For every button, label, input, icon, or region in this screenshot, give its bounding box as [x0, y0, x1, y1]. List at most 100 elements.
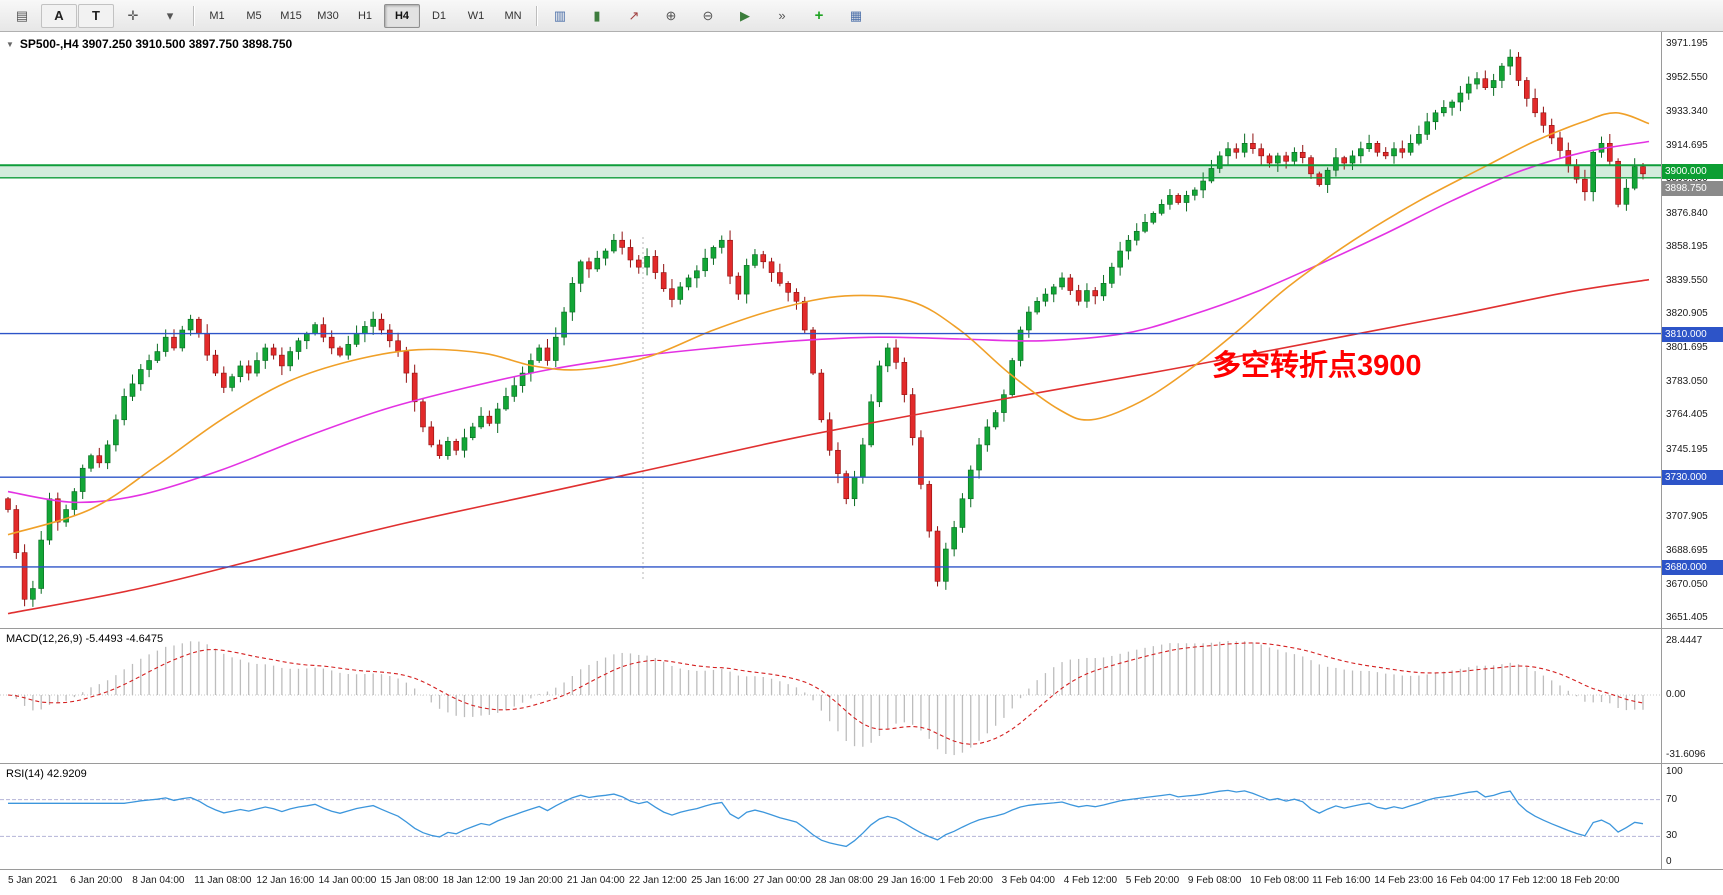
level-badge-3810: 3810.000: [1662, 326, 1723, 342]
toolbar-separator: [193, 5, 194, 26]
time-axis-label: 29 Jan 16:00: [877, 875, 936, 886]
rsi-axis-label: 30: [1666, 830, 1678, 842]
level-badge-3730: 3730.000: [1662, 470, 1723, 486]
time-axis-label: 12 Jan 16:00: [256, 875, 315, 886]
line-chart-mode-icon[interactable]: ↗: [628, 7, 640, 23]
price-axis-label: 3707.905: [1666, 510, 1708, 522]
time-axis-label: 1 Feb 20:00: [939, 875, 993, 886]
timeframe-button-h4[interactable]: H4: [384, 3, 420, 28]
timeframe-button-h1[interactable]: H1: [357, 9, 373, 22]
price-axis-label: 3651.405: [1666, 612, 1708, 624]
macd-panel: MACD(12,26,9) -5.4493 -4.6475 28.4447 0.0…: [0, 628, 1723, 763]
auto-scroll-icon[interactable]: ▶: [740, 7, 750, 23]
time-axis-label: 14 Feb 23:00: [1374, 875, 1434, 886]
macd-axis-label: 28.4447: [1666, 634, 1703, 646]
price-axis-label: 3914.695: [1666, 139, 1708, 151]
price-axis-label: 3971.195: [1666, 38, 1708, 50]
macd-axis-label: -31.6096: [1666, 749, 1706, 761]
price-axis-label: 3952.550: [1666, 71, 1708, 83]
candles: [5, 49, 1646, 607]
price-axis[interactable]: 3971.1953952.5503933.3403914.6953896.050…: [1661, 32, 1723, 628]
toolbar: ▤ A T ✛ ▾ M1 M5 M15 M30 H1 H4 D1 W1 MN ▥ ▮ ↗ ⊕ ⊖ ▶ » + ▦: [0, 0, 1723, 32]
time-axis-label: 9 Feb 08:00: [1187, 875, 1242, 886]
time-axis-label: 4 Feb 12:00: [1063, 875, 1118, 886]
time-axis-label: 18 Jan 12:00: [442, 875, 501, 886]
timeframe-button-m1[interactable]: M1: [209, 9, 225, 22]
time-axis-label: 21 Jan 04:00: [566, 875, 625, 886]
time-axis-label: 17 Feb 12:00: [1498, 875, 1558, 886]
annotate-a-tool[interactable]: A: [41, 3, 77, 28]
symbol-ohlc-text: SP500-,H4 3907.250 3910.500 3897.750 389…: [19, 37, 293, 51]
green-zone-fill: [0, 165, 1661, 178]
crosshair-draw-tool[interactable]: ✛: [127, 7, 139, 23]
price-axis-label: 3801.695: [1666, 342, 1708, 354]
toolbar-separator: [536, 5, 537, 26]
rsi-panel: RSI(14) 42.9209 100 70 30 0: [0, 763, 1723, 869]
time-axis-label: 19 Jan 20:00: [504, 875, 563, 886]
price-axis-label: 3688.695: [1666, 545, 1708, 557]
ma-fast-orange: [7, 111, 1650, 536]
current-price-badge: 3898.750: [1662, 181, 1723, 197]
time-axis-label: 3 Feb 04:00: [1001, 875, 1055, 886]
chart-shift-icon[interactable]: »: [778, 8, 786, 23]
time-axis-label: 11 Feb 16:00: [1312, 875, 1371, 886]
rsi-axis-label: 70: [1666, 793, 1678, 805]
level-badge-3680: 3680.000: [1662, 559, 1723, 575]
symbol-ohlc-label: ▼ SP500-,H4 3907.250 3910.500 3897.750 3…: [6, 37, 292, 51]
timeframe-button-mn[interactable]: MN: [504, 9, 522, 22]
charts-grid-icon[interactable]: ▤: [15, 7, 29, 23]
moving-averages: [7, 111, 1650, 615]
macd-label: MACD(12,26,9) -5.4493 -4.6475: [6, 633, 164, 645]
price-axis-label: 3670.050: [1666, 578, 1708, 590]
rsi-label: RSI(14) 42.9209: [6, 768, 87, 780]
time-axis-label: 25 Jan 16:00: [691, 875, 749, 886]
time-axis-label: 16 Feb 04:00: [1436, 875, 1496, 886]
time-axis-label: 10 Feb 08:00: [1250, 875, 1309, 886]
macd-plot[interactable]: [0, 629, 1661, 763]
candlestick-mode-icon[interactable]: ▮: [593, 7, 601, 23]
price-axis-label: 3764.405: [1666, 409, 1708, 421]
price-axis-label: 3745.195: [1666, 443, 1708, 455]
bar-chart-mode-icon[interactable]: ▥: [553, 7, 567, 23]
price-chart-plot[interactable]: [0, 32, 1661, 628]
timeframe-toolbar: M1 M5 M15 M30 H1 H4 D1 W1 MN: [199, 3, 531, 28]
price-axis-label: 3839.550: [1666, 274, 1708, 286]
chart-expander-icon[interactable]: ▼: [6, 39, 14, 49]
tile-windows-icon[interactable]: ▦: [849, 7, 863, 23]
timeframe-button-m5[interactable]: M5: [246, 9, 262, 22]
level-badge-3900: 3900.000: [1662, 164, 1723, 180]
time-axis-label: 5 Jan 2021: [8, 875, 58, 886]
text-label-tool[interactable]: T: [78, 3, 114, 28]
time-axis-label: 14 Jan 00:00: [318, 875, 377, 886]
time-axis-label: 5 Feb 20:00: [1125, 875, 1180, 886]
timeframe-button-m15[interactable]: M15: [280, 9, 302, 22]
price-axis-label: 3933.340: [1666, 106, 1708, 118]
timeframe-button-m30[interactable]: M30: [317, 9, 339, 22]
ma-slow-red: [7, 278, 1650, 615]
indicators-add-icon[interactable]: +: [814, 7, 824, 24]
macd-axis[interactable]: 28.4447 0.00 -31.6096: [1661, 629, 1723, 763]
time-axis-label: 11 Jan 08:00: [194, 875, 252, 886]
time-axis[interactable]: 5 Jan 2021 6 Jan 20:00 8 Jan 04:00 11 Jan 0…: [0, 869, 1723, 895]
timeframe-button-d1[interactable]: D1: [431, 9, 447, 22]
price-axis-label: 3783.050: [1666, 375, 1708, 387]
macd-axis-label: 0.00: [1666, 689, 1686, 700]
price-axis-label: 3876.840: [1666, 207, 1708, 219]
main-chart-panel: ▼ SP500-,H4 3907.250 3910.500 3897.750 3…: [0, 32, 1723, 628]
time-axis-label: 28 Jan 08:00: [815, 875, 874, 886]
zoom-in-icon[interactable]: ⊕: [665, 7, 677, 23]
rsi-line: [8, 789, 1644, 848]
timeframe-button-w1[interactable]: W1: [467, 9, 485, 22]
macd-histogram: [15, 640, 1644, 756]
rsi-plot[interactable]: [0, 764, 1661, 869]
time-axis-label: 27 Jan 00:00: [753, 875, 812, 886]
time-axis-label: 18 Feb 20:00: [1560, 875, 1620, 886]
ma-mid-magenta: [7, 140, 1650, 504]
zoom-out-icon[interactable]: ⊖: [702, 7, 714, 23]
price-annotation: 多空转折点3900: [1212, 350, 1422, 382]
rsi-value-axis[interactable]: 100 70 30 0: [1661, 764, 1723, 869]
draw-tools-dropdown-arrow[interactable]: ▾: [166, 7, 174, 23]
time-axis-label: 22 Jan 12:00: [629, 875, 687, 886]
time-axis-label: 15 Jan 08:00: [380, 875, 439, 886]
